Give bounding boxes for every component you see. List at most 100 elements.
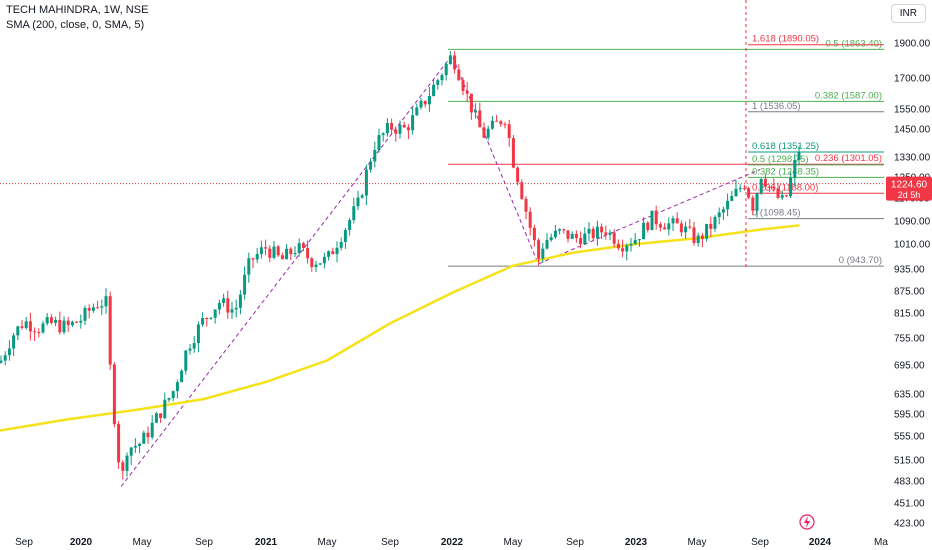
candle-body [705,223,709,239]
candle-body [196,324,200,344]
candle-body [730,196,734,201]
y-tick-label: 1900.00 [894,39,931,50]
candle-body [369,161,373,170]
y-tick-label: 423.00 [894,519,925,530]
candle-body [574,233,578,239]
time-axis[interactable]: Sep 2020 May Sep 2021 May Sep 2022 May Sep 2023 May… [15,537,888,548]
price-axis[interactable]: 1900.001700.001550.001450.001330.001250.… [894,39,931,530]
candle-body [66,320,70,326]
candle-body [339,241,343,248]
candle-body [579,238,583,245]
candle-body [784,195,788,197]
candle-body [692,227,696,244]
candle-body [251,258,255,260]
candle-body [684,226,688,233]
candle-body [654,210,658,225]
fib-label: 0.236 (1188.00) [752,182,818,193]
candle-body [180,370,184,383]
candle-body [255,254,259,260]
candle-body [797,152,801,160]
candle-body [566,230,570,239]
candle-body [650,210,654,231]
x-tick-label: May [133,537,152,548]
candle-body [150,422,154,438]
candle-body [12,335,16,349]
y-tick-label: 515.00 [894,456,925,467]
x-tick-label: 2021 [255,537,278,548]
y-tick-label: 755.00 [894,334,925,345]
x-tick-label: 2023 [625,537,648,548]
candle-body [356,197,360,207]
fib-label: 0.236 (1301.05) [815,153,882,164]
candle-body [600,226,604,233]
candle-body [310,258,314,268]
candle-body [709,223,713,229]
y-tick-label: 1010.00 [894,240,931,251]
candle-body [352,206,356,221]
candle-body [213,309,217,318]
candle-body [658,224,662,228]
candle-body [495,120,499,122]
candle-body [159,413,163,419]
symbol-title[interactable]: TECH MAHINDRA, 1W, NSE [6,4,149,16]
candle-body [125,455,129,471]
y-tick-label: 875.00 [894,287,925,298]
candle-body [117,424,121,463]
candle-body [482,127,486,138]
candle-body [415,107,419,116]
candle-body [45,317,49,324]
x-tick-label: 2022 [441,537,464,548]
candle-body [91,307,95,311]
candle-body [146,432,150,438]
alert-button[interactable] [799,514,815,530]
candle-body [24,321,28,329]
candle-body [142,432,146,444]
candle-body [751,197,755,211]
candle-body [469,93,473,113]
candle-body [411,115,415,131]
candle-body [738,188,742,190]
candle-body [444,64,448,76]
candle-body [763,178,767,187]
candle-body [541,248,545,259]
candle-body [364,169,368,196]
candle-body [776,188,780,198]
candle-body [306,248,310,259]
candle-body [243,274,247,295]
candle-body [570,233,574,239]
candle-body [398,124,402,134]
candle-body [440,75,444,81]
candle-body [558,229,562,231]
candle-body [604,232,608,235]
candle-body [499,121,503,125]
candle-body [587,228,591,234]
fib-label: 0.382 (1248.35) [752,166,819,177]
currency-button[interactable]: INR [890,4,926,23]
indicator-legend[interactable]: SMA (200, close, 0, SMA, 5) [6,19,145,31]
candle-body [377,135,381,151]
candle-body [163,399,167,419]
y-tick-label: 695.00 [894,361,925,372]
candle-body [528,211,532,228]
candle-body [780,195,784,198]
candle-body [768,186,772,188]
candle-body [205,317,209,319]
x-tick-label: Sep [566,537,584,548]
candle-body [112,364,116,425]
candle-body [3,355,7,361]
candle-body [713,217,717,229]
candle-body [314,264,318,268]
sma-200-series [0,224,800,432]
candle-body [289,248,293,255]
candle-body [759,178,763,194]
candle-body [276,246,280,256]
harmonic-pattern [120,54,761,487]
y-tick-label: 1550.00 [894,105,931,116]
candle-body [734,188,738,197]
y-tick-label: 815.00 [894,309,925,320]
candle-body [474,110,478,113]
candle-body [789,177,793,197]
candle-body [583,233,587,245]
